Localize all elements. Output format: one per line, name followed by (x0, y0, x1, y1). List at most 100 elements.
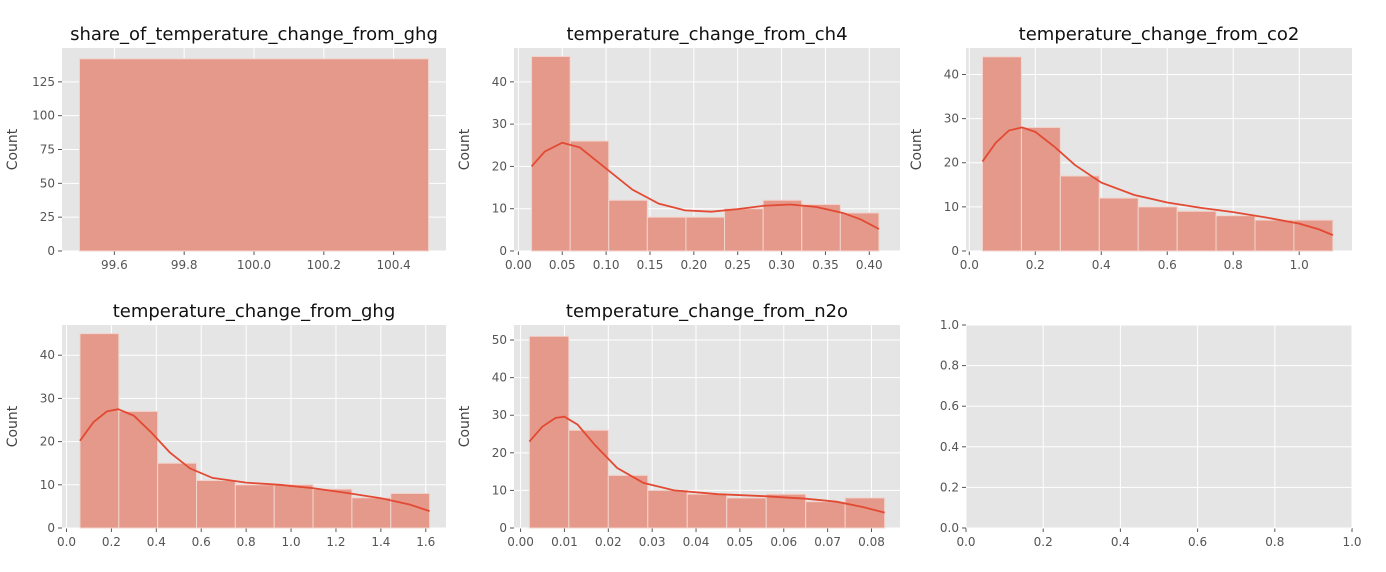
x-tick-label: 0.2 (102, 535, 121, 549)
x-tick-label: 0.05 (549, 258, 576, 272)
chart-panel: 0.0 0.2 0.4 0.6 0.8 1.0 1.2 1.4 1.6 0 10 20 30 40 temp… (5, 301, 446, 549)
histogram-bar (1176, 210, 1217, 252)
x-tick-label: 0.2 (1026, 258, 1045, 272)
histogram-bar (531, 55, 571, 252)
x-tick-label: 1.2 (326, 535, 345, 549)
x-tick-label: 0.20 (680, 258, 707, 272)
x-tick-label: 0.00 (507, 535, 534, 549)
x-tick-label: 0.4 (1092, 258, 1111, 272)
y-tick-label: 0 (499, 521, 507, 535)
kde-line (528, 415, 885, 514)
y-axis-label: Count (5, 405, 21, 447)
x-tick-label: 1.0 (282, 535, 301, 549)
histogram-bar (1293, 219, 1334, 252)
y-tick-label: 0.0 (940, 521, 959, 535)
y-tick-label: 0.8 (940, 359, 959, 373)
histogram-bar (273, 484, 314, 529)
plot-area (966, 325, 1352, 528)
kde-line (530, 141, 880, 230)
histogram-bar (568, 429, 609, 529)
histogram-bar (390, 492, 431, 529)
x-tick-label: 0.25 (724, 258, 751, 272)
histogram-bar (118, 410, 159, 529)
chart-panel: 0.0 0.2 0.4 0.6 0.8 1.0 0 10 20 30 40 temperature_c… (909, 24, 1352, 272)
histogram-bar (844, 497, 886, 529)
x-tick-label: 0.10 (593, 258, 620, 272)
y-tick-label: 0.6 (940, 399, 959, 413)
histogram-bar (607, 474, 649, 529)
y-tick-label: 0 (47, 244, 55, 258)
y-tick-label: 30 (492, 408, 507, 422)
y-tick-label: 30 (40, 391, 55, 405)
x-tick-label: 0.6 (1158, 258, 1177, 272)
histogram-bar (726, 497, 767, 529)
x-tick-label: 0.05 (727, 535, 754, 549)
x-tick-label: 99.6 (101, 258, 128, 272)
histogram-bar (608, 199, 648, 252)
histogram-bar (234, 484, 275, 529)
y-tick-label: 20 (492, 446, 507, 460)
histogram-bar (528, 335, 570, 529)
x-tick-label: 0.08 (858, 535, 885, 549)
x-tick-label: 0.02 (595, 535, 622, 549)
chart-panel: 99.6 99.8 100.0 100.2 100.4 0 25 50 75 100 125 shar… (5, 24, 446, 272)
y-axis-label: Count (457, 128, 473, 170)
histogram-bar (724, 208, 764, 252)
histogram-bar (685, 216, 726, 252)
histogram-bar (686, 493, 728, 529)
histogram-bar (157, 462, 198, 529)
x-tick-label: 0.8 (1265, 535, 1284, 549)
y-tick-label: 20 (492, 159, 507, 173)
y-tick-label: 0 (951, 244, 959, 258)
histogram-bar (79, 333, 120, 529)
chart-title: temperature_change_from_co2 (1019, 24, 1300, 45)
x-tick-label: 100.2 (307, 258, 341, 272)
y-tick-label: 40 (40, 348, 55, 362)
x-tick-label: 0.30 (768, 258, 795, 272)
y-tick-label: 75 (40, 143, 55, 157)
x-tick-label: 1.6 (416, 535, 435, 549)
y-tick-label: 0.4 (940, 440, 959, 454)
chart-title: temperature_change_from_n2o (566, 301, 848, 322)
histogram-bar (762, 199, 803, 252)
y-tick-label: 30 (944, 112, 959, 126)
x-tick-label: 0.4 (1111, 535, 1130, 549)
histogram-bar (351, 497, 392, 529)
y-tick-label: 125 (32, 75, 55, 89)
y-tick-label: 40 (492, 75, 507, 89)
chart-title: share_of_temperature_change_from_ghg (70, 24, 438, 45)
chart-panel: 0.00 0.05 0.10 0.15 0.20 0.25 0.30 0.35 0.40 0 10 2… (457, 24, 900, 272)
histogram-bar (646, 216, 687, 252)
x-tick-label: 0.15 (637, 258, 664, 272)
x-tick-label: 1.4 (371, 535, 390, 549)
x-tick-label: 0.2 (1034, 535, 1053, 549)
chart-title: temperature_change_from_ch4 (566, 24, 847, 45)
histogram-bar (1020, 126, 1061, 252)
chart-panel: 0.0 0.2 0.4 0.6 0.8 1.0 0.0 0.2 0.4 0.6 0.8 1.0 (940, 318, 1362, 549)
x-tick-label: 100.0 (237, 258, 271, 272)
y-tick-label: 0 (47, 521, 55, 535)
y-tick-label: 10 (492, 202, 507, 216)
y-tick-label: 0.2 (940, 480, 959, 494)
x-tick-label: 0.06 (770, 535, 797, 549)
kde-line (981, 126, 1334, 236)
y-axis-label: Count (5, 128, 21, 170)
x-tick-label: 0.6 (1188, 535, 1207, 549)
y-tick-label: 50 (40, 176, 55, 190)
histogram-bar (312, 488, 353, 529)
y-tick-label: 10 (40, 478, 55, 492)
histogram-bar (805, 501, 846, 529)
x-tick-label: 0.35 (812, 258, 839, 272)
x-tick-label: 0.03 (639, 535, 666, 549)
y-tick-label: 100 (32, 109, 55, 123)
histogram-bar (981, 56, 1022, 252)
x-tick-label: 0.0 (960, 258, 979, 272)
x-tick-label: 0.40 (856, 258, 883, 272)
x-tick-label: 100.4 (376, 258, 410, 272)
y-tick-label: 0 (499, 244, 507, 258)
chart-title: temperature_change_from_ghg (113, 301, 396, 322)
histogram-bar (1137, 206, 1178, 252)
histogram-bar (765, 493, 807, 529)
x-tick-label: 0.8 (237, 535, 256, 549)
